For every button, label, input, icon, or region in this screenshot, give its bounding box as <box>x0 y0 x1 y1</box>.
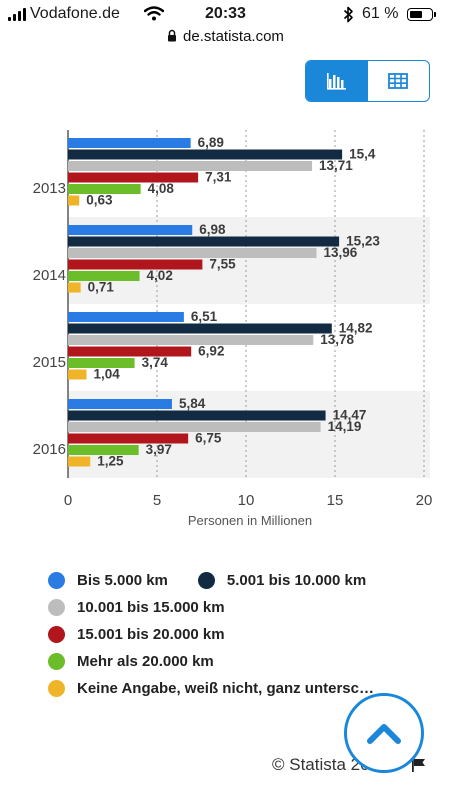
legend-marker <box>48 599 65 616</box>
battery-icon <box>407 8 436 21</box>
bar <box>68 172 199 183</box>
table-icon <box>388 73 409 89</box>
bar <box>68 259 203 270</box>
data-label: 14,19 <box>328 419 362 434</box>
bar <box>68 271 140 281</box>
wifi-icon <box>144 6 164 21</box>
data-label: 5,84 <box>179 396 206 411</box>
legend-marker <box>48 626 65 643</box>
data-label: 6,51 <box>191 309 218 324</box>
battery-percentage: 61 % <box>362 5 399 22</box>
lock-icon <box>168 29 177 42</box>
data-label: 6,98 <box>199 222 226 237</box>
x-tick-label: 15 <box>327 492 344 509</box>
data-label: 3,97 <box>146 442 172 457</box>
statista-credits[interactable]: © Statista 20 <box>272 755 370 774</box>
legend-label: Keine Angabe, weiß nicht, ganz untersc… <box>77 680 374 697</box>
data-label: 14,82 <box>339 321 373 336</box>
chevron-up-icon <box>367 724 401 744</box>
table-view-button[interactable] <box>368 61 430 101</box>
legend-item-series-4[interactable]: 15.001 bis 20.000 km <box>48 626 225 643</box>
x-tick-label: 0 <box>64 492 72 509</box>
category-label: 2013 <box>33 180 66 197</box>
chart-view-button[interactable] <box>306 61 368 101</box>
x-tick-label: 5 <box>153 492 161 509</box>
data-label: 13,71 <box>319 158 353 173</box>
x-axis-label: Personen in Millionen <box>188 513 312 528</box>
legend-marker <box>48 572 65 589</box>
bar <box>68 225 193 235</box>
data-label: 1,25 <box>97 454 124 469</box>
legend-marker <box>197 572 215 589</box>
x-tick-label: 20 <box>416 492 433 509</box>
flag-icon[interactable] <box>411 757 427 773</box>
bar <box>68 456 91 467</box>
view-toggle <box>305 60 430 102</box>
bar <box>68 236 340 247</box>
legend-label: 5.001 bis 10.000 km <box>226 572 367 589</box>
legend-marker <box>48 680 65 697</box>
bar <box>68 445 139 455</box>
data-label: 4,08 <box>148 181 175 196</box>
signal-strength-icon <box>8 8 26 21</box>
scroll-to-top-button[interactable] <box>344 693 424 773</box>
status-bar: Vodafone.de 20:33 61 % <box>0 0 451 30</box>
legend-label: Mehr als 20.000 km <box>77 653 214 670</box>
bar <box>68 369 87 380</box>
bluetooth-icon <box>343 6 353 23</box>
legend-label: 10.001 bis 15.000 km <box>77 599 225 616</box>
data-label: 6,75 <box>195 431 222 446</box>
data-label: 7,55 <box>209 257 236 272</box>
url-text: de.statista.com <box>183 28 284 45</box>
legend-label: Bis 5.000 km <box>77 572 168 589</box>
carrier-name: Vodafone.de <box>30 5 120 22</box>
bar <box>68 195 80 206</box>
bar <box>68 282 81 293</box>
category-label: 2016 <box>33 441 66 458</box>
data-label: 6,89 <box>198 135 224 150</box>
data-label: 3,74 <box>142 355 169 370</box>
bar <box>68 248 317 258</box>
bar <box>68 399 172 409</box>
chart-legend: Bis 5.000 km 5.001 bis 10.000 km 10.001 … <box>48 567 438 702</box>
bar <box>68 335 314 345</box>
bar <box>68 138 191 148</box>
legend-item-series-1[interactable]: Bis 5.000 km <box>48 572 168 589</box>
bar-chart-icon <box>326 73 346 90</box>
data-label: 4,02 <box>147 268 173 283</box>
data-label: 6,92 <box>198 344 224 359</box>
legend-marker <box>48 653 65 670</box>
legend-item-series-5[interactable]: Mehr als 20.000 km <box>48 653 214 670</box>
address-bar[interactable]: de.statista.com <box>0 28 451 50</box>
bar <box>68 433 189 444</box>
data-label: 14,47 <box>333 408 367 423</box>
data-label: 15,4 <box>349 147 376 162</box>
legend-label: 15.001 bis 20.000 km <box>77 626 225 643</box>
bar <box>68 161 313 171</box>
data-label: 13,78 <box>320 332 354 347</box>
category-label: 2014 <box>33 267 66 284</box>
legend-item-series-2[interactable]: 5.001 bis 10.000 km <box>197 572 367 589</box>
bar <box>68 184 141 194</box>
bar <box>68 323 332 334</box>
x-tick-label: 10 <box>238 492 255 509</box>
bar <box>68 422 321 432</box>
data-label: 1,04 <box>94 367 121 382</box>
bar <box>68 410 326 421</box>
bar <box>68 149 343 160</box>
data-label: 15,23 <box>346 234 380 249</box>
data-label: 13,96 <box>323 245 357 260</box>
bar <box>68 312 184 322</box>
bar-chart: 0 5 10 15 20 6,89 6,98 6,51 5,84 15,4 15,23 14,82 14… <box>33 130 433 528</box>
data-label: 0,63 <box>86 193 113 208</box>
data-label: 0,71 <box>88 280 115 295</box>
bar <box>68 358 135 368</box>
bar <box>68 346 192 357</box>
legend-item-series-3[interactable]: 10.001 bis 15.000 km <box>48 599 225 616</box>
data-label: 7,31 <box>205 170 232 185</box>
legend-item-series-6[interactable]: Keine Angabe, weiß nicht, ganz untersc… <box>48 680 374 697</box>
category-label: 2015 <box>33 354 66 371</box>
clock: 20:33 <box>205 5 246 22</box>
